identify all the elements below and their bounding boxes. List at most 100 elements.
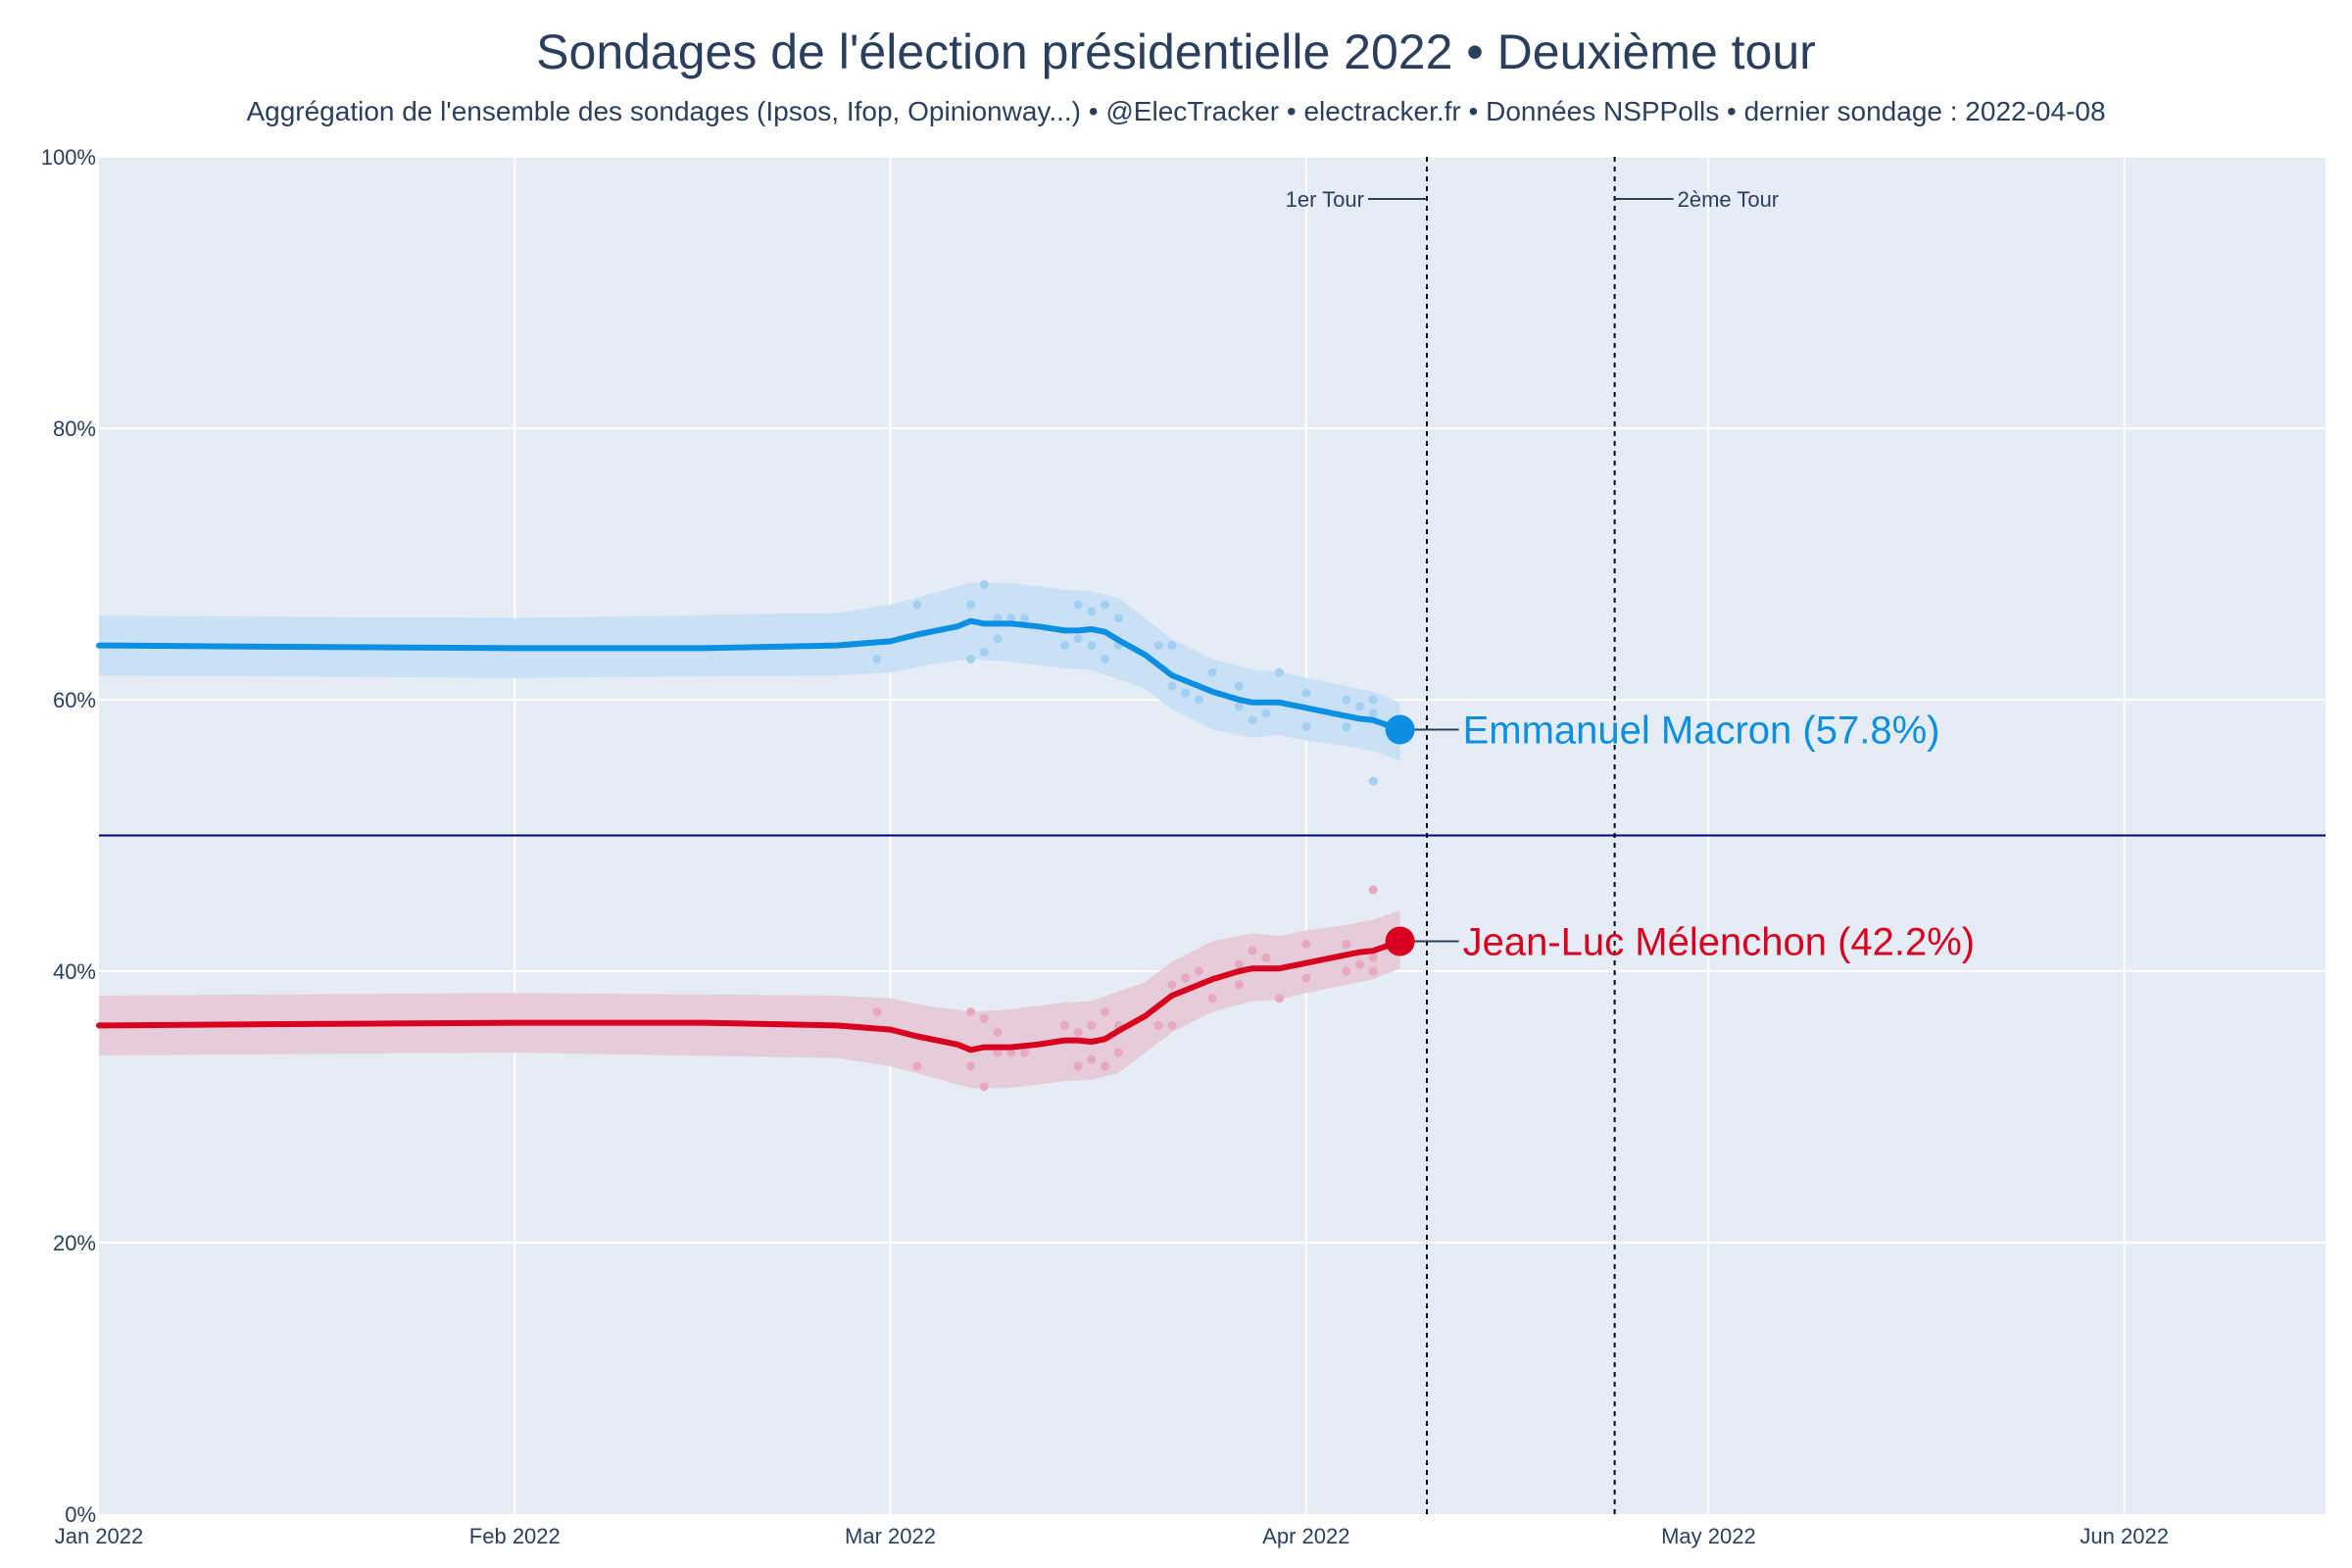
- end-marker: [1385, 714, 1415, 745]
- trend-line: [96, 617, 1403, 733]
- poll-point: [1019, 1048, 1029, 1057]
- poll-point: [966, 1007, 976, 1017]
- x-tick-label: Jun 2022: [2080, 1524, 2169, 1548]
- confidence-band: [99, 582, 1400, 761]
- poll-point: [872, 654, 882, 663]
- poll-point: [1301, 688, 1311, 698]
- chart-subtitle: Aggrégation de l'ensemble des sondages (…: [246, 96, 2106, 126]
- end-marker-layer: Emmanuel Macron (57.8%) Jean-Luc Mélencho…: [1385, 709, 1976, 964]
- poll-point: [1234, 959, 1244, 969]
- poll-point: [912, 1061, 922, 1071]
- poll-point: [1167, 641, 1177, 651]
- poll-point: [1207, 994, 1217, 1004]
- y-tick-label: 100%: [41, 145, 96, 170]
- poll-point: [1261, 709, 1271, 718]
- poll-point: [1368, 966, 1378, 976]
- poll-point: [1368, 885, 1378, 895]
- poll-point: [1274, 994, 1284, 1004]
- x-tick-label: May 2022: [1661, 1524, 1756, 1548]
- chart-title: Sondages de l'élection présidentielle 20…: [536, 24, 1816, 79]
- poll-point: [1019, 613, 1029, 623]
- poll-point: [1167, 1020, 1177, 1030]
- poll-point: [1101, 654, 1110, 663]
- poll-point: [979, 579, 989, 589]
- round-label: 1er Tour: [1286, 187, 1364, 212]
- poll-point: [1073, 1061, 1083, 1071]
- reference-layer: 1er Tour 2ème Tour: [99, 157, 2326, 1514]
- round-label: 2ème Tour: [1678, 187, 1780, 212]
- poll-point: [1355, 959, 1365, 969]
- poll-point: [1342, 722, 1351, 732]
- y-tick-label: 20%: [53, 1231, 96, 1255]
- series-end-label: Emmanuel Macron (57.8%): [1463, 709, 1940, 752]
- poll-point: [1101, 1061, 1110, 1071]
- poll-point: [1194, 966, 1203, 976]
- trend-line-layer: [96, 617, 1403, 1054]
- poll-point: [1181, 688, 1191, 698]
- poll-point: [1342, 966, 1351, 976]
- poll-point: [1301, 722, 1311, 732]
- poll-point: [1006, 613, 1016, 623]
- x-tick-label: Apr 2022: [1262, 1524, 1349, 1548]
- poll-point: [1181, 973, 1191, 983]
- poll-point: [993, 1048, 1003, 1057]
- poll-point: [872, 1007, 882, 1017]
- axis-labels-layer: 0% 20% 40% 60% 80% 100% Jan 2022 Feb 2022 Mar 20…: [41, 145, 2169, 1548]
- poll-point: [1261, 953, 1271, 962]
- poll-point: [1355, 702, 1365, 711]
- poll-point: [1073, 634, 1083, 644]
- poll-point: [979, 648, 989, 658]
- poll-point: [1167, 980, 1177, 990]
- poll-point: [1073, 600, 1083, 610]
- poll-point: [1101, 600, 1110, 610]
- y-tick-label: 0%: [65, 1502, 96, 1527]
- poll-point: [993, 1027, 1003, 1037]
- poll-point: [1153, 641, 1163, 651]
- poll-point: [993, 613, 1003, 623]
- x-tick-label: Feb 2022: [469, 1524, 561, 1548]
- poll-point: [1234, 980, 1244, 990]
- poll-point: [966, 1061, 976, 1071]
- poll-point: [979, 1013, 989, 1023]
- poll-point: [1301, 939, 1311, 949]
- poll-point: [1234, 702, 1244, 711]
- poll-point: [966, 654, 976, 663]
- poll-point: [1342, 695, 1351, 705]
- x-tick-label: Jan 2022: [55, 1524, 144, 1548]
- y-tick-label: 80%: [53, 416, 96, 441]
- band-layer: [99, 582, 1400, 1089]
- poll-point: [1153, 1020, 1163, 1030]
- poll-point: [1234, 681, 1244, 691]
- poll-point: [1368, 953, 1378, 962]
- poll-point: [1368, 709, 1378, 718]
- poll-point: [966, 600, 976, 610]
- poll-point: [912, 600, 922, 610]
- poll-point: [1301, 973, 1311, 983]
- series-end-label: Jean-Luc Mélenchon (42.2%): [1463, 921, 1976, 964]
- poll-point: [1248, 715, 1257, 725]
- poll-point: [1101, 1007, 1110, 1017]
- poll-point: [1207, 667, 1217, 677]
- poll-point: [993, 634, 1003, 644]
- end-marker: [1385, 926, 1415, 956]
- poll-point: [1274, 667, 1284, 677]
- poll-point: [1113, 1048, 1123, 1057]
- y-tick-label: 40%: [53, 959, 96, 984]
- poll-dot-layer: [872, 579, 1378, 1092]
- poll-point: [1342, 939, 1351, 949]
- y-tick-label: 60%: [53, 688, 96, 712]
- poll-point: [1113, 613, 1123, 623]
- poll-point: [1006, 1048, 1016, 1057]
- poll-point: [1087, 607, 1097, 616]
- poll-point: [1059, 1020, 1069, 1030]
- poll-point: [1087, 1020, 1097, 1030]
- poll-point: [1248, 946, 1257, 956]
- poll-point: [1087, 1054, 1097, 1064]
- x-tick-label: Mar 2022: [845, 1524, 936, 1548]
- trend-line: [96, 938, 1403, 1054]
- poll-point: [1087, 641, 1097, 651]
- poll-point: [1059, 641, 1069, 651]
- poll-point: [1194, 695, 1203, 705]
- confidence-band: [99, 909, 1400, 1089]
